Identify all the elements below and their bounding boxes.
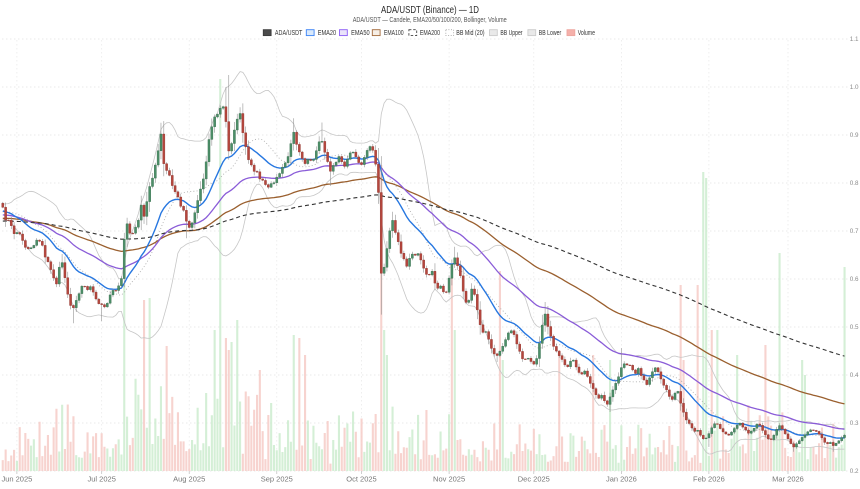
svg-text:EMA20: EMA20: [318, 30, 337, 37]
svg-text:1.0: 1.0: [850, 84, 859, 91]
svg-text:0.5: 0.5: [850, 324, 859, 331]
svg-text:Nov 2025: Nov 2025: [433, 475, 465, 484]
svg-text:Volume: Volume: [578, 30, 595, 37]
svg-text:EMA100: EMA100: [384, 30, 404, 37]
svg-text:ADA/USDT: ADA/USDT: [275, 30, 303, 37]
svg-text:ADA/USDT — Candele, EMA20/50/1: ADA/USDT — Candele, EMA20/50/100/200, Bo…: [353, 17, 507, 24]
svg-text:Jan 2026: Jan 2026: [606, 475, 637, 484]
svg-text:ADA/USDT (Binance) — 1D: ADA/USDT (Binance) — 1D: [381, 5, 479, 16]
svg-text:1.1: 1.1: [850, 36, 859, 43]
svg-text:BB Mid (20): BB Mid (20): [456, 30, 484, 37]
svg-text:EMA200: EMA200: [420, 30, 440, 37]
svg-text:0.2: 0.2: [850, 468, 859, 475]
svg-text:Mar 2026: Mar 2026: [772, 475, 804, 484]
svg-text:EMA50: EMA50: [351, 30, 370, 37]
svg-text:0.9: 0.9: [850, 132, 859, 139]
svg-text:Oct 2025: Oct 2025: [346, 475, 376, 484]
svg-text:Jul 2025: Jul 2025: [88, 475, 116, 484]
svg-text:Sep 2025: Sep 2025: [261, 475, 293, 484]
svg-text:0.4: 0.4: [850, 372, 859, 379]
svg-text:Jun 2025: Jun 2025: [1, 475, 32, 484]
svg-text:0.3: 0.3: [850, 420, 859, 427]
svg-text:0.8: 0.8: [850, 180, 859, 187]
svg-text:BB Lower: BB Lower: [539, 30, 562, 37]
svg-text:Dec 2025: Dec 2025: [518, 475, 550, 484]
svg-text:Aug 2025: Aug 2025: [173, 475, 205, 484]
svg-text:BB Upper: BB Upper: [500, 30, 523, 37]
svg-text:Feb 2026: Feb 2026: [693, 475, 725, 484]
svg-text:0.6: 0.6: [850, 276, 859, 283]
svg-text:0.7: 0.7: [850, 228, 859, 235]
